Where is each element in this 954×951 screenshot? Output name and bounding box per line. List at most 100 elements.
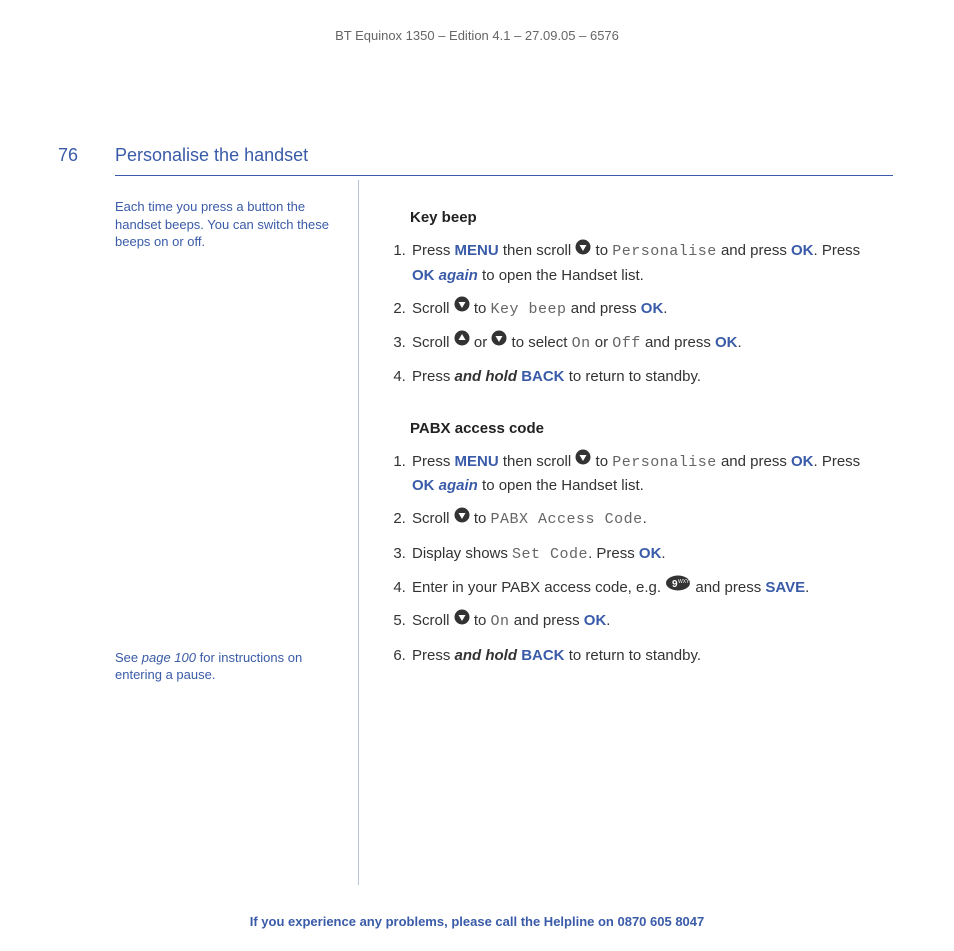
step-text: and press	[510, 612, 584, 629]
step-text: Scroll	[412, 334, 454, 351]
footer-text: If you experience any problems, please c…	[250, 914, 618, 929]
sidebar-note-pause: See page 100 for instructions on enterin…	[115, 649, 340, 684]
step-text: . Press	[814, 242, 861, 259]
step-text: Press	[412, 368, 455, 385]
step-item: Press and hold BACK to return to standby…	[410, 365, 885, 388]
step-text: to return to standby.	[565, 647, 701, 664]
sidebar-note-keybeep: Each time you press a button the handset…	[115, 198, 340, 251]
step-text: Scroll	[412, 612, 454, 629]
scroll-down-icon	[575, 239, 591, 262]
step-text: and press	[717, 242, 791, 259]
scroll-down-icon	[454, 609, 470, 632]
document-page: BT Equinox 1350 – Edition 4.1 – 27.09.05…	[0, 0, 954, 951]
lcd-text: Key beep	[491, 301, 567, 318]
heading-key-beep: Key beep	[410, 206, 885, 229]
sidebar-note-pre: See	[115, 650, 142, 665]
footer-number: 0870 605 8047	[617, 914, 704, 929]
step-text: to	[470, 510, 491, 527]
step-text: .	[661, 545, 665, 562]
lcd-text: Personalise	[612, 243, 717, 260]
keyword-ok: OK	[412, 477, 435, 494]
step-text: or	[470, 334, 492, 351]
steps-pabx: Press MENU then scroll to Personalise an…	[380, 450, 885, 667]
step-item: Press and hold BACK to return to standby…	[410, 644, 885, 667]
keyword-ok: OK	[791, 453, 814, 470]
step-item: Enter in your PABX access code, e.g. 9WX…	[410, 576, 885, 600]
vertical-divider	[358, 180, 359, 885]
keyword-ok: OK	[715, 334, 738, 351]
step-item: Scroll or to select On or Off and press …	[410, 331, 885, 355]
step-item: Display shows Set Code. Press OK.	[410, 542, 885, 566]
keyword-back: BACK	[521, 647, 564, 664]
lcd-text: On	[491, 613, 510, 630]
lcd-text: Off	[612, 335, 641, 352]
step-text: Scroll	[412, 510, 454, 527]
emphasis-hold: and hold	[455, 368, 518, 385]
step-text: .	[606, 612, 610, 629]
step-text: to	[470, 612, 491, 629]
horizontal-rule	[115, 175, 893, 176]
keyword-ok: OK	[641, 300, 664, 317]
steps-key-beep: Press MENU then scroll to Personalise an…	[380, 239, 885, 388]
step-text: Scroll	[412, 300, 454, 317]
step-text: Press	[412, 242, 455, 259]
step-text: . Press	[588, 545, 639, 562]
step-text: to open the Handset list.	[478, 477, 644, 494]
emphasis-hold: and hold	[455, 647, 518, 664]
heading-pabx: PABX access code	[410, 417, 885, 440]
keyword-ok: OK	[791, 242, 814, 259]
main-content: Key beep Press MENU then scroll to Perso…	[380, 198, 885, 677]
step-text: and press	[641, 334, 715, 351]
step-text: and press	[567, 300, 641, 317]
keyword-back: BACK	[521, 368, 564, 385]
step-text: Display shows	[412, 545, 512, 562]
svg-text:WXYZ: WXYZ	[678, 579, 691, 585]
step-text: .	[805, 579, 809, 596]
keyword-ok: OK	[639, 545, 662, 562]
keyword-save: SAVE	[765, 579, 805, 596]
step-text: .	[643, 510, 647, 527]
step-text: Press	[412, 453, 455, 470]
step-text: .	[738, 334, 742, 351]
step-item: Scroll to On and press OK.	[410, 609, 885, 633]
step-text: then scroll	[499, 453, 576, 470]
step-text: to	[591, 242, 612, 259]
lcd-text: Personalise	[612, 454, 717, 471]
step-text: to select	[507, 334, 571, 351]
step-item: Press MENU then scroll to Personalise an…	[410, 450, 885, 498]
lcd-text: PABX Access Code	[491, 511, 643, 528]
section-title: Personalise the handset	[115, 145, 308, 166]
step-item: Scroll to PABX Access Code.	[410, 507, 885, 531]
step-text: to	[591, 453, 612, 470]
step-text: or	[591, 334, 613, 351]
scroll-up-icon	[454, 330, 470, 353]
keyword-ok: OK	[584, 612, 607, 629]
sidebar: Each time you press a button the handset…	[115, 198, 340, 684]
lcd-text: On	[572, 335, 591, 352]
scroll-down-icon	[575, 449, 591, 472]
doc-header: BT Equinox 1350 – Edition 4.1 – 27.09.05…	[0, 0, 954, 43]
key-9-icon: 9WXYZ	[665, 575, 691, 598]
step-text: . Press	[814, 453, 861, 470]
emphasis-again: again	[439, 477, 478, 494]
scroll-down-icon	[491, 330, 507, 353]
keyword-ok: OK	[412, 267, 435, 284]
step-text: Enter in your PABX access code, e.g.	[412, 579, 665, 596]
scroll-down-icon	[454, 507, 470, 530]
scroll-down-icon	[454, 296, 470, 319]
sidebar-note-pageref: page 100	[142, 650, 196, 665]
keyword-menu: MENU	[455, 242, 499, 259]
footer-helpline: If you experience any problems, please c…	[0, 914, 954, 929]
step-text: to	[470, 300, 491, 317]
step-text: and press	[691, 579, 765, 596]
step-text: and press	[717, 453, 791, 470]
keyword-menu: MENU	[455, 453, 499, 470]
step-item: Scroll to Key beep and press OK.	[410, 297, 885, 321]
step-text: .	[663, 300, 667, 317]
step-text: to open the Handset list.	[478, 267, 644, 284]
emphasis-again: again	[439, 267, 478, 284]
step-text: then scroll	[499, 242, 576, 259]
step-text: Press	[412, 647, 455, 664]
step-item: Press MENU then scroll to Personalise an…	[410, 239, 885, 287]
page-number: 76	[58, 145, 78, 166]
